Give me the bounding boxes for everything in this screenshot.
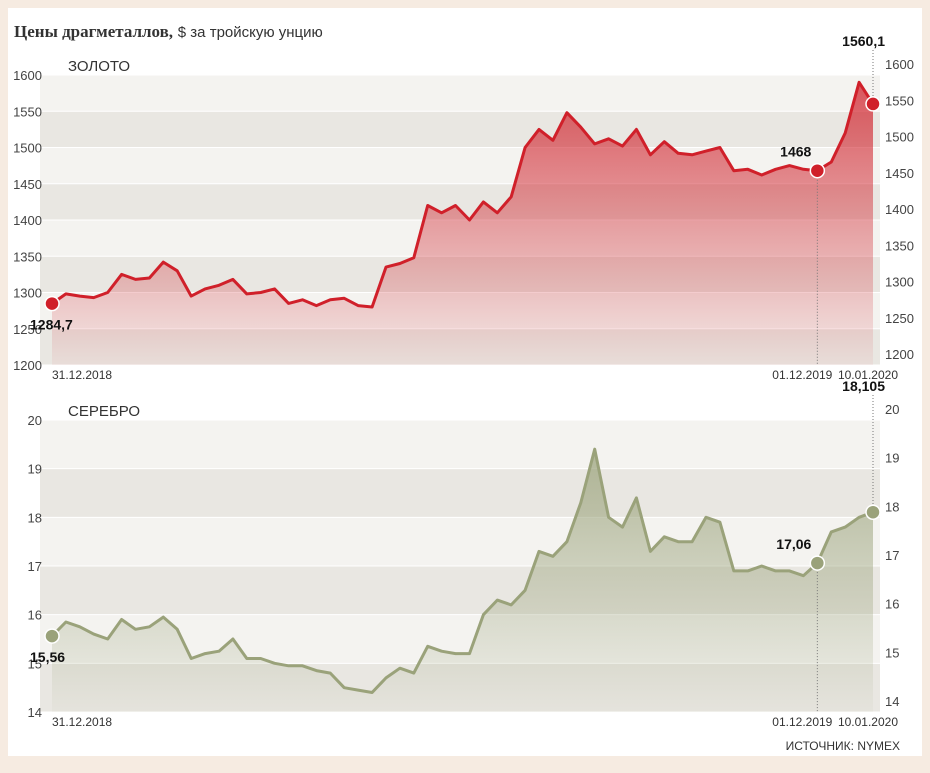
title-rest: $ за тройскую унцию	[178, 24, 323, 41]
y-tick-label-right: 20	[885, 402, 899, 417]
y-tick-label: 20	[28, 413, 42, 428]
y-tick-label: 17	[28, 559, 42, 574]
y-tick-label-right: 14	[885, 694, 899, 709]
area	[52, 449, 873, 712]
x-tick-label: 01.12.2019	[772, 368, 832, 382]
point	[809, 162, 826, 179]
y-tick-label-right: 1600	[885, 57, 914, 72]
y-tick-label: 1200	[13, 358, 42, 373]
value-label: 15,56	[30, 649, 65, 665]
y-tick-label: 18	[28, 510, 42, 525]
grid-band	[40, 468, 880, 518]
y-tick-label: 16	[28, 608, 42, 623]
point	[865, 504, 881, 520]
x-tick-label: 01.12.2019	[772, 715, 832, 729]
value-label: 18,105	[842, 378, 885, 394]
y-tick-label-right: 1450	[885, 166, 914, 181]
y-tick-label: 1550	[13, 104, 42, 119]
y-tick-label: 1450	[13, 177, 42, 192]
value-label: 1560,1	[842, 33, 885, 49]
y-tick-label: 1600	[13, 68, 42, 83]
chart-title: СЕРЕБРО	[68, 403, 140, 420]
page-title: Цены драгметаллов, $ за тройскую унцию	[14, 22, 323, 41]
y-tick-label-right: 1250	[885, 311, 914, 326]
y-tick-label-right: 16	[885, 597, 899, 612]
y-tick-label: 1300	[13, 286, 42, 301]
point	[865, 96, 881, 112]
y-tick-label-right: 1550	[885, 93, 914, 108]
point	[44, 628, 60, 644]
line	[51, 80, 875, 309]
x-tick-label: 31.12.2018	[52, 368, 112, 382]
y-tick-label-right: 1300	[885, 275, 914, 290]
y-tick-label: 14	[28, 705, 42, 720]
x-tick-label: 31.12.2018	[52, 715, 112, 729]
title-bold: Цены драгметаллов,	[14, 22, 173, 41]
y-tick-label-right: 18	[885, 499, 899, 514]
chart-title: ЗОЛОТО	[68, 58, 130, 75]
grid-band	[40, 111, 880, 148]
y-tick-label-right: 15	[885, 645, 899, 660]
x-tick-label: 10.01.2020	[838, 715, 898, 729]
source: ИСТОЧНИК: NYMEX	[786, 739, 900, 753]
x-tick-label: 10.01.2020	[838, 368, 898, 382]
y-tick-label-right: 1400	[885, 202, 914, 217]
point	[809, 555, 826, 571]
y-tick-label: 19	[28, 462, 42, 477]
y-tick-label: 1400	[13, 213, 42, 228]
y-tick-label-right: 1500	[885, 130, 914, 145]
y-tick-label-right: 1200	[885, 347, 914, 362]
y-tick-label: 15	[28, 656, 42, 671]
y-tick-label-right: 1350	[885, 238, 914, 253]
y-tick-label: 1500	[13, 141, 42, 156]
y-tick-label-right: 17	[885, 548, 899, 563]
y-tick-label-right: 19	[885, 451, 899, 466]
point	[44, 295, 60, 312]
value-label: 17,06	[776, 536, 811, 552]
value-label: 1284,7	[30, 317, 73, 333]
y-tick-label: 1250	[13, 322, 42, 337]
line	[50, 447, 874, 694]
value-label: 1468	[780, 144, 811, 160]
y-tick-label: 1350	[13, 249, 42, 264]
